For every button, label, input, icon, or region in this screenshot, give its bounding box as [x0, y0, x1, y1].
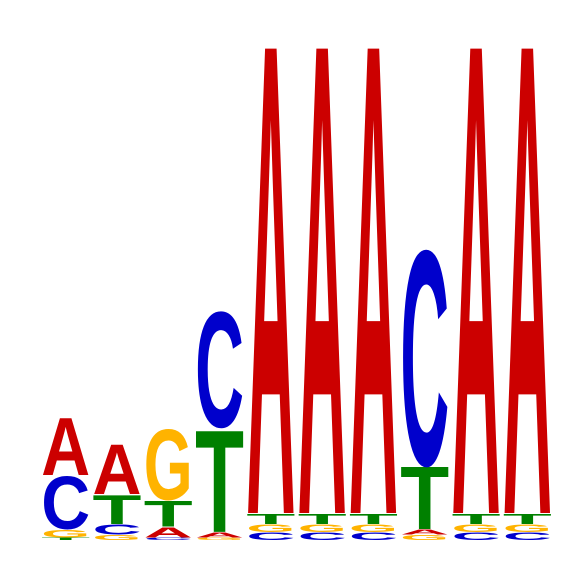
- letter-G-pos9: G: [452, 522, 501, 535]
- letter-A-pos5: A: [246, 0, 295, 566]
- letter-A-pos10: A: [503, 0, 552, 566]
- letter-T-pos10: T: [503, 511, 552, 528]
- letter-C-pos3: C: [144, 537, 193, 541]
- letter-G-pos3: G: [144, 408, 193, 521]
- letter-A-pos6: A: [298, 0, 347, 566]
- letter-C-pos9: C: [452, 530, 501, 543]
- letter-A-pos2: A: [93, 430, 142, 510]
- letter-G-pos6: G: [298, 522, 347, 535]
- letter-A-pos7: A: [349, 0, 398, 566]
- letter-C-pos1: C: [41, 462, 90, 546]
- letter-T-pos3: T: [144, 493, 193, 535]
- letter-G-pos5: G: [246, 522, 295, 535]
- letter-T-pos1: T: [41, 537, 90, 541]
- letter-G-pos8: G: [400, 533, 449, 541]
- letter-C-pos4: C: [195, 277, 244, 461]
- letter-A-pos4: A: [195, 531, 244, 539]
- letter-C-pos5: C: [246, 530, 295, 543]
- letter-A-pos1: A: [41, 401, 90, 493]
- letter-T-pos6: T: [298, 511, 347, 528]
- letter-C-pos7: C: [349, 530, 398, 543]
- letter-C-pos2: C: [93, 521, 142, 538]
- letter-T-pos4: T: [195, 399, 244, 563]
- letter-G-pos1: G: [41, 527, 90, 540]
- letter-A-pos8: A: [400, 528, 449, 536]
- letter-A-pos9: A: [452, 0, 501, 566]
- letter-T-pos7: T: [349, 511, 398, 528]
- letter-T-pos9: T: [452, 511, 501, 528]
- letter-C-pos10: C: [503, 530, 552, 543]
- letter-G-pos7: G: [349, 522, 398, 535]
- letter-G-pos4: G: [195, 537, 244, 541]
- letter-G-pos10: G: [503, 522, 552, 535]
- letter-T-pos2: T: [93, 487, 142, 533]
- letter-C-pos6: C: [298, 530, 347, 543]
- letter-T-pos8: T: [400, 449, 449, 549]
- letter-C-pos8: C: [400, 187, 449, 531]
- letter-A-pos3: A: [144, 524, 193, 541]
- letter-G-pos2: G: [93, 533, 142, 541]
- letter-T-pos5: T: [246, 511, 295, 528]
